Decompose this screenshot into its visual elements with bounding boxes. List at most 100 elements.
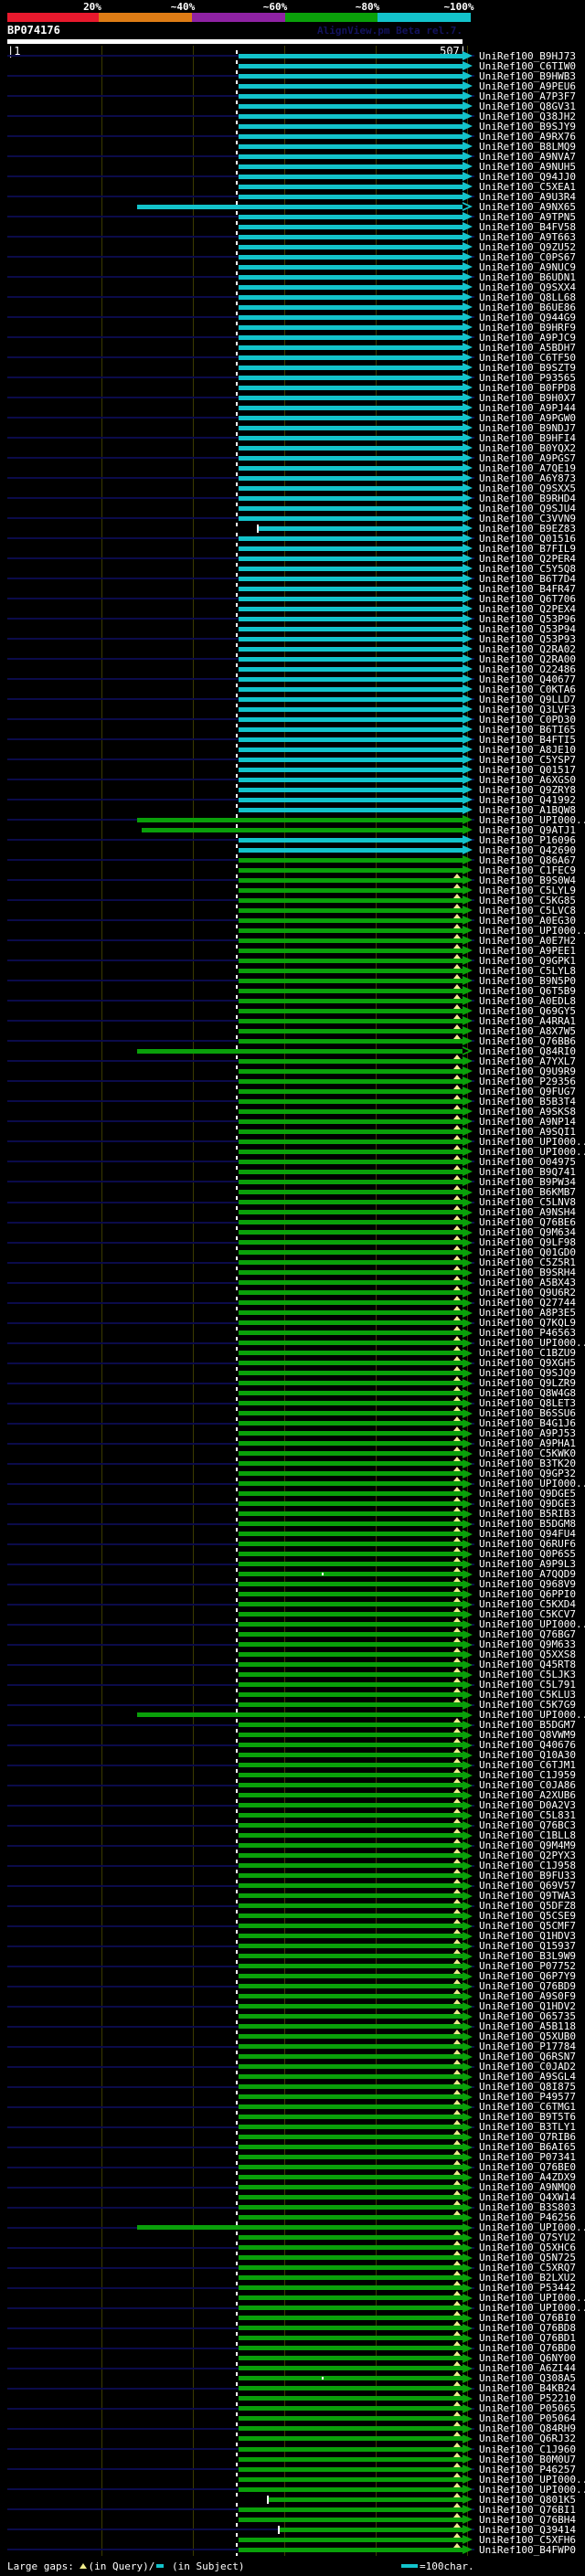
subject-label[interactable]: UniRef100_B0YQX2 — [479, 441, 576, 454]
subject-label[interactable]: UniRef100_Q9M634 — [479, 1226, 576, 1238]
subject-label[interactable]: UniRef100_C5XFH6 — [479, 2533, 576, 2546]
subject-label[interactable]: UniRef100_A8X7W5 — [479, 1024, 576, 1037]
subject-label[interactable]: UniRef100_C1J958 — [479, 1860, 576, 1872]
subject-label[interactable]: UniRef100_Q8VWM9 — [479, 1729, 576, 1742]
subject-label[interactable]: UniRef100_B6SSU6 — [479, 1407, 576, 1419]
subject-label[interactable]: UniRef100_A9S0F9 — [479, 1990, 576, 2003]
subject-label[interactable]: UniRef100_Q9SXX4 — [479, 281, 576, 293]
subject-label[interactable]: UniRef100_Q2PER4 — [479, 552, 576, 565]
subject-label[interactable]: UniRef100_B4FR47 — [479, 582, 576, 595]
subject-label[interactable]: UniRef100_B9FU33 — [479, 1870, 576, 1882]
subject-label[interactable]: UniRef100_Q53P93 — [479, 632, 576, 645]
subject-label[interactable]: UniRef100_A9PGS7 — [479, 451, 576, 464]
subject-label[interactable]: UniRef100_B5DGM7 — [479, 1719, 576, 1732]
subject-label[interactable]: UniRef100_D0A2V3 — [479, 1799, 576, 1812]
subject-label[interactable]: UniRef100_Q8LL68 — [479, 291, 576, 303]
subject-label[interactable]: UniRef100_P16096 — [479, 833, 576, 846]
subject-label[interactable]: UniRef100_C1J959 — [479, 1769, 576, 1782]
subject-label[interactable]: UniRef100_A9PJ44 — [479, 401, 576, 414]
subject-label[interactable]: UniRef100_B9HJ73 — [479, 49, 576, 62]
subject-label[interactable]: UniRef100_O22486 — [479, 663, 576, 675]
subject-label[interactable]: UniRef100_Q9U6R2 — [479, 1287, 576, 1299]
subject-label[interactable]: UniRef100_Q40676 — [479, 1739, 576, 1752]
subject-label[interactable]: UniRef100_B7FIL9 — [479, 542, 576, 555]
subject-label[interactable]: UniRef100_Q9SXX5 — [479, 482, 576, 494]
subject-label[interactable]: UniRef100_A0EG30 — [479, 914, 576, 927]
subject-label[interactable]: UniRef100_B5RIB3 — [479, 1508, 576, 1521]
subject-label[interactable]: UniRef100_UPI000.. — [479, 813, 585, 826]
subject-label[interactable]: UniRef100_Q9TWA3 — [479, 1890, 576, 1903]
subject-label[interactable]: UniRef100_C0PS67 — [479, 250, 576, 263]
subject-label[interactable]: UniRef100_P29356 — [479, 1075, 576, 1087]
subject-label[interactable]: UniRef100_Q76BE0 — [479, 2161, 576, 2174]
subject-label[interactable]: UniRef100_A5BX43 — [479, 1277, 576, 1288]
subject-label[interactable]: UniRef100_A8P3E5 — [479, 1307, 576, 1319]
subject-label[interactable]: UniRef100_A9P9L3 — [479, 1558, 576, 1571]
subject-label[interactable]: UniRef100_Q41992 — [479, 793, 576, 806]
subject-label[interactable]: UniRef100_C6TJM1 — [479, 1759, 576, 1772]
subject-label[interactable]: UniRef100_Q2RA00 — [479, 652, 576, 665]
subject-label[interactable]: UniRef100_Q6P7Y9 — [479, 1970, 576, 1983]
subject-label[interactable]: UniRef100_B4G1J6 — [479, 1417, 576, 1429]
subject-label[interactable]: UniRef100_Q1HDV3 — [479, 1930, 576, 1943]
subject-label[interactable]: UniRef100_Q0P6S5 — [479, 1548, 576, 1561]
subject-label[interactable]: UniRef100_B9SRH4 — [479, 1267, 576, 1278]
subject-label[interactable]: UniRef100_C5YSP7 — [479, 753, 576, 766]
subject-label[interactable]: UniRef100_Q9DGE5 — [479, 1488, 576, 1500]
subject-label[interactable]: UniRef100_B9H0X7 — [479, 391, 576, 404]
subject-label[interactable]: UniRef100_B9Q741 — [479, 1165, 576, 1178]
subject-label[interactable]: UniRef100_Q94FU4 — [479, 1528, 576, 1541]
subject-label[interactable]: UniRef100_A9U3R4 — [479, 190, 576, 203]
subject-label[interactable]: UniRef100_A9PHA1 — [479, 1437, 576, 1450]
subject-label[interactable]: UniRef100_Q76BD0 — [479, 2342, 576, 2355]
subject-label[interactable]: UniRef100_A9NX65 — [479, 200, 576, 213]
subject-label[interactable]: UniRef100_C5L831 — [479, 1809, 576, 1822]
subject-label[interactable]: UniRef100_P05064 — [479, 2412, 576, 2425]
subject-label[interactable]: UniRef100_A9T663 — [479, 230, 576, 243]
subject-label[interactable]: UniRef100_Q968V9 — [479, 1578, 576, 1591]
subject-label[interactable]: UniRef100_Q76BI1 — [479, 2503, 576, 2516]
subject-label[interactable]: UniRef100_UPI000.. — [479, 924, 585, 937]
subject-label[interactable]: UniRef100_Q5DFZ8 — [479, 1900, 576, 1913]
subject-label[interactable]: UniRef100_Q76BD8 — [479, 2322, 576, 2335]
subject-label[interactable]: UniRef100_Q10A30 — [479, 1749, 576, 1762]
subject-label[interactable]: UniRef100_Q69GY5 — [479, 1004, 576, 1017]
subject-label[interactable]: UniRef100_B6AI65 — [479, 2141, 576, 2154]
subject-label[interactable]: UniRef100_C1BZU9 — [479, 1347, 576, 1359]
subject-label[interactable]: UniRef100_C5KWK0 — [479, 1447, 576, 1460]
subject-label[interactable]: UniRef100_C5L791 — [479, 1679, 576, 1691]
subject-label[interactable]: UniRef100_Q2PYX3 — [479, 1850, 576, 1862]
subject-label[interactable]: UniRef100_UPI000.. — [479, 2483, 585, 2496]
subject-label[interactable]: UniRef100_A9NSH4 — [479, 1206, 576, 1218]
subject-label[interactable]: UniRef100_A7QQD9 — [479, 1568, 576, 1581]
subject-label[interactable]: UniRef100_Q7SYU2 — [479, 2231, 576, 2244]
subject-label[interactable]: UniRef100_Q53P96 — [479, 612, 576, 625]
subject-label[interactable]: UniRef100_B9RHD4 — [479, 492, 576, 504]
subject-label[interactable]: UniRef100_A9NMQ0 — [479, 2181, 576, 2194]
subject-label[interactable]: UniRef100_UPI000.. — [479, 1618, 585, 1631]
subject-label[interactable]: UniRef100_Q9M633 — [479, 1638, 576, 1651]
subject-label[interactable]: UniRef100_Q15937 — [479, 1940, 576, 1953]
subject-label[interactable]: UniRef100_P07752 — [479, 1960, 576, 1973]
subject-label[interactable]: UniRef100_C5KG85 — [479, 894, 576, 906]
subject-label[interactable]: UniRef100_C0JAD2 — [479, 2061, 576, 2073]
subject-label[interactable]: UniRef100_B8LMQ9 — [479, 140, 576, 153]
subject-label[interactable]: UniRef100_A9RX76 — [479, 130, 576, 143]
subject-label[interactable]: UniRef100_C6TIW0 — [479, 59, 576, 72]
subject-label[interactable]: UniRef100_Q6RUF6 — [479, 1538, 576, 1551]
subject-label[interactable]: UniRef100_B9T5T6 — [479, 2111, 576, 2124]
subject-label[interactable]: UniRef100_B6UE86 — [479, 301, 576, 313]
subject-label[interactable]: UniRef100_Q9XGH5 — [479, 1357, 576, 1369]
subject-label[interactable]: UniRef100_C5Z5R1 — [479, 1256, 576, 1268]
subject-label[interactable]: UniRef100_Q7RIB6 — [479, 2131, 576, 2144]
subject-label[interactable]: UniRef100_Q8GV31 — [479, 100, 576, 112]
subject-label[interactable]: UniRef100_Q69V57 — [479, 1880, 576, 1892]
subject-label[interactable]: UniRef100_B4FTI5 — [479, 733, 576, 746]
subject-label[interactable]: UniRef100_C5KXD4 — [479, 1598, 576, 1611]
subject-label[interactable]: UniRef100_B9HWB3 — [479, 69, 576, 82]
subject-label[interactable]: UniRef100_Q76BE6 — [479, 1216, 576, 1228]
subject-label[interactable]: UniRef100_B3L9W9 — [479, 1950, 576, 1963]
subject-label[interactable]: UniRef100_C5XEA1 — [479, 180, 576, 193]
subject-label[interactable]: UniRef100_B4KB24 — [479, 2382, 576, 2395]
subject-label[interactable]: UniRef100_Q76BG7 — [479, 1628, 576, 1641]
